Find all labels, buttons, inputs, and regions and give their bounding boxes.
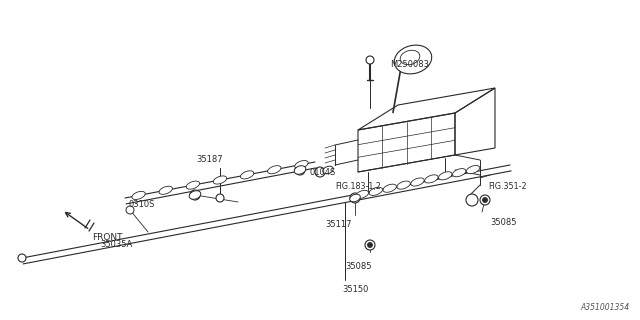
Circle shape xyxy=(350,193,360,203)
Ellipse shape xyxy=(438,172,452,180)
Ellipse shape xyxy=(323,166,333,174)
Text: 35187: 35187 xyxy=(196,155,223,164)
Ellipse shape xyxy=(355,190,369,198)
Text: 35085: 35085 xyxy=(345,262,371,271)
Text: 35117: 35117 xyxy=(325,220,351,229)
Ellipse shape xyxy=(186,181,200,189)
Text: 0310S: 0310S xyxy=(129,200,155,209)
Ellipse shape xyxy=(425,175,438,183)
Text: FIG.183-1,2: FIG.183-1,2 xyxy=(335,182,381,191)
Circle shape xyxy=(366,56,374,64)
Text: FIG.351-2: FIG.351-2 xyxy=(488,182,527,191)
Circle shape xyxy=(126,206,134,214)
Ellipse shape xyxy=(294,166,306,174)
Text: FRONT: FRONT xyxy=(92,233,122,242)
Ellipse shape xyxy=(397,181,410,189)
Ellipse shape xyxy=(241,171,254,179)
Text: 35150: 35150 xyxy=(342,285,368,294)
Ellipse shape xyxy=(349,194,360,202)
Circle shape xyxy=(483,197,488,203)
Ellipse shape xyxy=(213,176,227,184)
Circle shape xyxy=(216,194,224,202)
Circle shape xyxy=(367,243,372,247)
Text: 35085: 35085 xyxy=(490,218,516,227)
Ellipse shape xyxy=(159,186,172,194)
Text: M250083: M250083 xyxy=(390,60,429,69)
Ellipse shape xyxy=(268,166,281,174)
Circle shape xyxy=(480,195,490,205)
Ellipse shape xyxy=(369,187,383,196)
Circle shape xyxy=(315,167,325,177)
Ellipse shape xyxy=(394,45,432,74)
Ellipse shape xyxy=(467,165,480,174)
Circle shape xyxy=(466,194,478,206)
Ellipse shape xyxy=(400,50,420,65)
Circle shape xyxy=(295,165,305,175)
Circle shape xyxy=(18,254,26,262)
Ellipse shape xyxy=(452,169,466,177)
Circle shape xyxy=(190,190,200,200)
Text: A351001354: A351001354 xyxy=(581,303,630,312)
Text: 35035A: 35035A xyxy=(100,240,132,249)
Ellipse shape xyxy=(411,178,424,186)
Ellipse shape xyxy=(295,161,308,169)
Text: 0104S: 0104S xyxy=(310,168,336,177)
Ellipse shape xyxy=(132,191,145,199)
Ellipse shape xyxy=(383,184,396,192)
Ellipse shape xyxy=(189,191,201,199)
Circle shape xyxy=(365,240,375,250)
